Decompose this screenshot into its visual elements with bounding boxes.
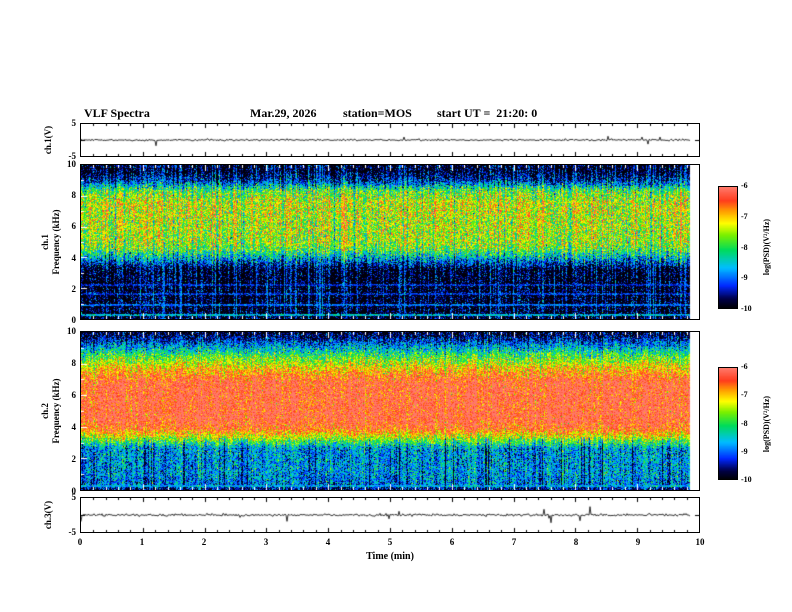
ch3-voltage-waveform xyxy=(81,498,699,532)
colorbar-tick-label: -9 xyxy=(741,273,748,283)
ch2-frequency-label: Frequency (kHz) xyxy=(51,378,61,444)
ch3-voltage-panel xyxy=(80,497,700,533)
ch1-spectrogram-panel xyxy=(80,164,700,320)
x-tick-label: 8 xyxy=(573,537,579,547)
freq-tick-label: 8 xyxy=(71,190,77,201)
colorbar-ch2-gradient xyxy=(719,368,737,479)
colorbar-ch2 xyxy=(718,367,738,480)
freq-tick-label: 10 xyxy=(67,159,76,169)
x-tick-label: 3 xyxy=(263,537,269,547)
x-tick-label: 6 xyxy=(449,537,455,547)
freq-tick-label: 6 xyxy=(71,221,77,232)
ch1-channel-label: ch.1 xyxy=(40,234,50,250)
figure-station: station=MOS xyxy=(343,106,412,120)
colorbar-tick-label: -7 xyxy=(741,211,748,221)
colorbar-tick-label: -10 xyxy=(741,304,752,313)
ch1-spectrogram xyxy=(81,165,699,319)
volt-tick-label: -5 xyxy=(68,527,77,537)
figure-date: Mar.29, 2026 xyxy=(250,106,317,120)
colorbar-tick-label: -6 xyxy=(741,181,748,190)
freq-tick-label: 0 xyxy=(71,315,77,325)
colorbar-tick-label: -8 xyxy=(741,242,748,252)
colorbar-ch1-label-text: log(PSD)(V²/Hz) xyxy=(762,218,771,276)
colorbar-tick-label: -9 xyxy=(741,446,748,456)
colorbar-tick-label: -7 xyxy=(741,390,748,400)
figure-start-ut: start UT = 21:20: 0 xyxy=(437,106,538,120)
ch1-voltage-ylabel-text: ch.1(V) xyxy=(43,125,53,155)
x-tick-label: 1 xyxy=(139,537,145,547)
x-tick-label: 4 xyxy=(325,537,331,547)
freq-tick-label: 2 xyxy=(71,454,77,464)
colorbar-tick-label: -6 xyxy=(741,362,748,371)
freq-tick-label: 2 xyxy=(71,283,77,294)
freq-tick-label: 10 xyxy=(67,326,76,336)
freq-tick-label: 8 xyxy=(71,358,77,368)
ch3-voltage-ylabel-text: ch.3(V) xyxy=(43,500,53,530)
volt-tick-label: -5 xyxy=(68,151,77,161)
x-tick-label: 5 xyxy=(387,537,393,547)
ch2-channel-label: ch.2 xyxy=(40,403,50,419)
freq-tick-label: 6 xyxy=(71,390,77,400)
colorbar-ch1-label: log(PSD)(V²/Hz) xyxy=(761,197,771,297)
colorbar-ch2-label: log(PSD)(V²/Hz) xyxy=(761,374,771,474)
ch1-voltage-waveform xyxy=(81,124,699,156)
colorbar-ch1-gradient xyxy=(719,187,737,308)
freq-tick-label: 0 xyxy=(71,486,77,496)
colorbar-ch2-label-text: log(PSD)(V²/Hz) xyxy=(762,395,771,453)
x-axis-title: Time (min) xyxy=(366,551,414,562)
colorbar-tick-label: -8 xyxy=(741,418,748,428)
x-tick-label: 10 xyxy=(695,537,705,547)
x-tick-label: 0 xyxy=(77,537,83,547)
colorbar-tick-label: -10 xyxy=(741,475,752,484)
volt-tick-label: 5 xyxy=(71,492,77,502)
freq-tick-label: 4 xyxy=(71,422,77,432)
figure-title: VLF Spectra xyxy=(84,106,150,120)
ch2-spectrogram-panel xyxy=(80,331,700,491)
x-tick-label: 7 xyxy=(511,537,517,547)
ch1-voltage-panel xyxy=(80,123,700,157)
ch2-spectrogram xyxy=(81,332,699,490)
x-tick-label: 9 xyxy=(635,537,641,547)
colorbar-ch1 xyxy=(718,186,738,309)
freq-tick-label: 4 xyxy=(71,252,77,263)
x-tick-label: 2 xyxy=(201,537,207,547)
ch2-spectrogram-ylabel: ch.2 Frequency (kHz) xyxy=(40,352,62,470)
volt-tick-label: 5 xyxy=(71,118,77,128)
